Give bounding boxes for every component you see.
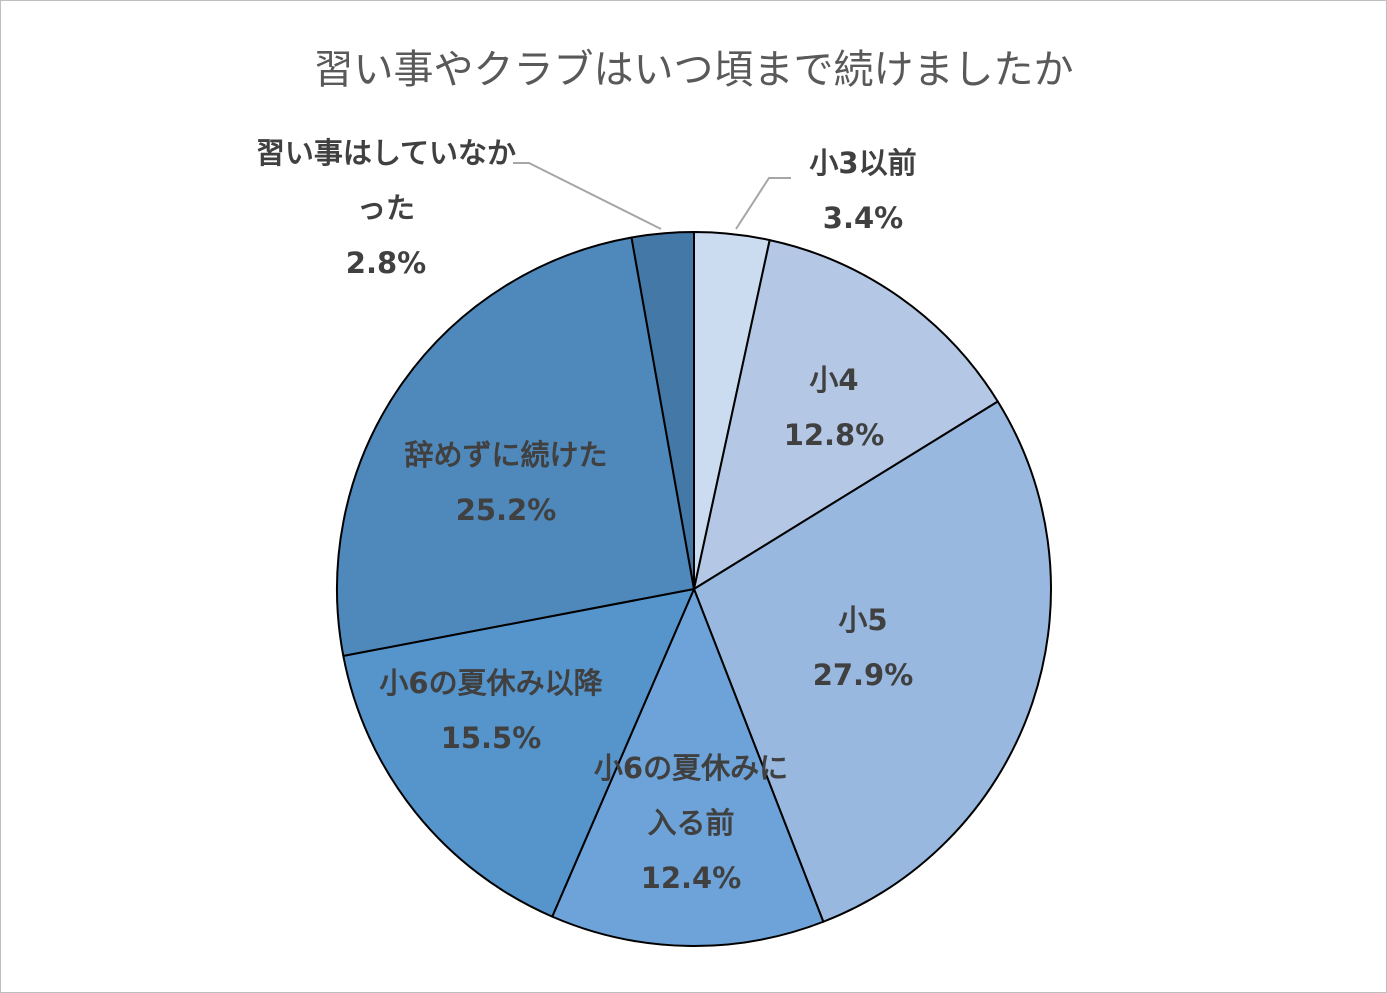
data-label: 小4 12.8%: [754, 353, 914, 463]
value-label: 27.9%: [812, 658, 914, 692]
data-label: 小3以前 3.4%: [783, 136, 943, 246]
leader-line: [513, 162, 662, 230]
leader-line: [735, 177, 791, 230]
data-label: 小5 27.9%: [783, 593, 943, 703]
category-label: 小6の夏休み以降: [379, 666, 603, 700]
data-label: 小6の夏休みに入る前 12.4%: [586, 741, 796, 906]
category-label: 小5: [838, 603, 888, 637]
category-label: 習い事はしていなかった: [255, 136, 517, 225]
value-label: 15.5%: [440, 721, 542, 755]
value-label: 3.4%: [822, 201, 904, 235]
value-label: 12.8%: [783, 418, 885, 452]
category-label: 小3以前: [809, 146, 917, 180]
pie-slice: [630, 231, 695, 590]
value-label: 25.2%: [455, 493, 557, 527]
pie-slice: [693, 400, 1052, 923]
chart-title: 習い事やクラブはいつ頃まで続けましたか: [313, 47, 1074, 93]
value-label: 2.8%: [345, 246, 427, 280]
pie-slice: [693, 239, 999, 590]
data-label: 習い事はしていなかった 2.8%: [254, 126, 519, 291]
value-label: 12.4%: [640, 861, 742, 895]
category-label: 辞めずに続けた: [404, 438, 608, 472]
pie-slice: [551, 588, 825, 947]
pie-slice: [336, 236, 695, 657]
data-label: 辞めずに続けた 25.2%: [356, 428, 656, 538]
pie-slice: [342, 588, 695, 918]
category-label: 小4: [809, 363, 859, 397]
category-label: 小6の夏休みに入る前: [593, 751, 789, 840]
data-label: 小6の夏休み以降 15.5%: [341, 656, 641, 766]
